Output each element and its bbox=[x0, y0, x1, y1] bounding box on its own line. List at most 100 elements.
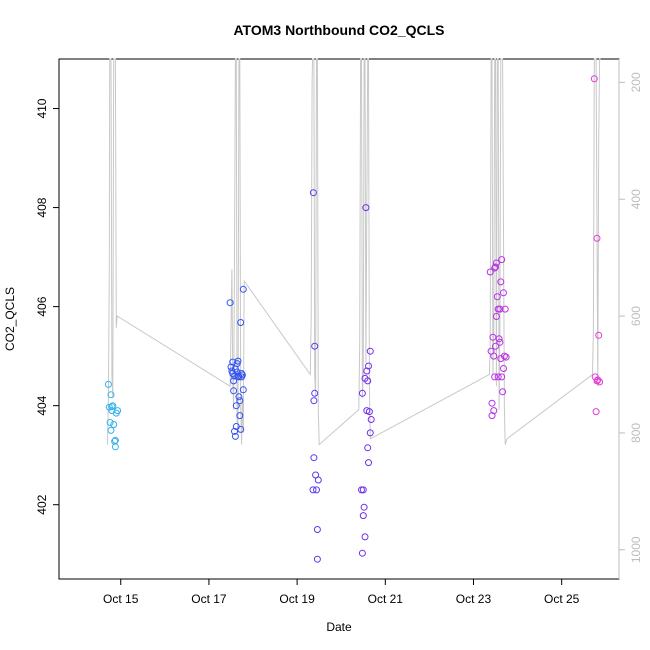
right-axis-tick-label: 1000 bbox=[629, 536, 643, 563]
data-point bbox=[227, 363, 235, 371]
data-point bbox=[495, 335, 503, 343]
data-point bbox=[107, 426, 115, 434]
data-point bbox=[592, 408, 600, 416]
data-point bbox=[494, 373, 502, 381]
data-point bbox=[237, 425, 245, 433]
right-axis-tick-label: 600 bbox=[629, 306, 643, 326]
data-point bbox=[502, 353, 510, 361]
data-point bbox=[359, 486, 367, 494]
data-point bbox=[363, 367, 371, 375]
data-point bbox=[366, 347, 374, 355]
x-axis: Oct 15 Oct 17 Oct 19 Oct 21 Oct 23 Oct 25 bbox=[103, 579, 580, 606]
data-point bbox=[595, 331, 603, 339]
data-point bbox=[239, 285, 247, 293]
y-axis: 402 404 406 408 410 bbox=[35, 98, 59, 515]
data-point bbox=[496, 338, 504, 346]
data-point bbox=[501, 305, 509, 313]
data-point bbox=[238, 371, 246, 379]
plot-frame bbox=[58, 58, 620, 580]
data-point bbox=[362, 204, 370, 212]
y-tick-label: 410 bbox=[35, 98, 49, 118]
data-point bbox=[365, 362, 372, 370]
data-point bbox=[490, 352, 498, 360]
right-axis-tick-label: 400 bbox=[629, 189, 643, 209]
data-point bbox=[226, 299, 234, 307]
data-point bbox=[489, 333, 497, 341]
data-point bbox=[310, 454, 318, 462]
right-pressure-axis: 200 400 600 800 1000 bbox=[618, 59, 643, 579]
data-point bbox=[488, 399, 496, 407]
data-point bbox=[492, 259, 500, 267]
data-point bbox=[313, 486, 320, 494]
data-point bbox=[229, 358, 237, 366]
data-point bbox=[366, 429, 374, 437]
data-point bbox=[310, 397, 318, 405]
y-tick-label: 402 bbox=[35, 494, 49, 514]
data-point bbox=[358, 389, 366, 397]
data-point bbox=[360, 503, 368, 511]
data-point bbox=[108, 403, 116, 411]
data-point bbox=[110, 421, 118, 428]
data-point bbox=[364, 444, 372, 452]
data-point bbox=[490, 407, 498, 415]
data-point bbox=[236, 397, 244, 405]
data-point bbox=[590, 75, 598, 83]
data-point bbox=[500, 352, 508, 360]
data-point bbox=[104, 380, 112, 388]
data-point bbox=[594, 376, 602, 384]
points-layer bbox=[104, 75, 604, 563]
data-point bbox=[230, 387, 238, 395]
data-point bbox=[232, 402, 240, 410]
data-point bbox=[596, 378, 604, 386]
data-point bbox=[314, 476, 322, 484]
x-tick-label: Oct 25 bbox=[544, 592, 580, 606]
data-point bbox=[361, 533, 369, 541]
data-point bbox=[498, 373, 506, 381]
data-point bbox=[593, 234, 601, 242]
data-point bbox=[491, 373, 499, 381]
pressure-trace-layer bbox=[107, 58, 601, 446]
x-tick-label: Oct 23 bbox=[456, 592, 492, 606]
data-point bbox=[107, 391, 115, 399]
data-point bbox=[231, 432, 239, 440]
data-point bbox=[230, 377, 238, 385]
data-point bbox=[106, 419, 114, 426]
data-point bbox=[492, 263, 499, 271]
x-tick-label: Oct 17 bbox=[191, 592, 227, 606]
data-point bbox=[237, 319, 245, 326]
x-tick-label: Oct 15 bbox=[103, 592, 139, 606]
data-point bbox=[493, 293, 501, 301]
data-point bbox=[108, 407, 116, 415]
data-point bbox=[496, 305, 504, 313]
y-axis-title: CO2_QCLS bbox=[3, 287, 17, 351]
data-point bbox=[500, 365, 507, 372]
data-point bbox=[234, 357, 242, 365]
chart-title: ATOM3 Northbound CO2_QCLS bbox=[233, 22, 444, 38]
data-point bbox=[231, 427, 238, 435]
data-point bbox=[229, 370, 237, 377]
y-tick-label: 404 bbox=[35, 395, 49, 415]
data-point bbox=[367, 416, 375, 423]
data-point bbox=[499, 388, 507, 396]
data-point bbox=[492, 313, 500, 320]
data-point bbox=[364, 377, 372, 385]
y-tick-label: 406 bbox=[35, 296, 49, 316]
data-point bbox=[313, 526, 321, 533]
x-tick-label: Oct 21 bbox=[368, 592, 404, 606]
data-point bbox=[498, 256, 506, 264]
x-tick-label: Oct 19 bbox=[279, 592, 315, 606]
data-point bbox=[486, 268, 494, 276]
data-point bbox=[309, 189, 317, 197]
data-point bbox=[359, 512, 367, 520]
data-point bbox=[236, 412, 244, 420]
y-tick-label: 408 bbox=[35, 197, 49, 217]
data-point bbox=[111, 443, 119, 451]
data-point bbox=[311, 389, 319, 397]
data-point bbox=[235, 393, 243, 401]
data-point bbox=[358, 549, 366, 557]
data-point bbox=[109, 402, 117, 410]
data-point bbox=[309, 486, 317, 494]
data-point bbox=[500, 289, 507, 297]
